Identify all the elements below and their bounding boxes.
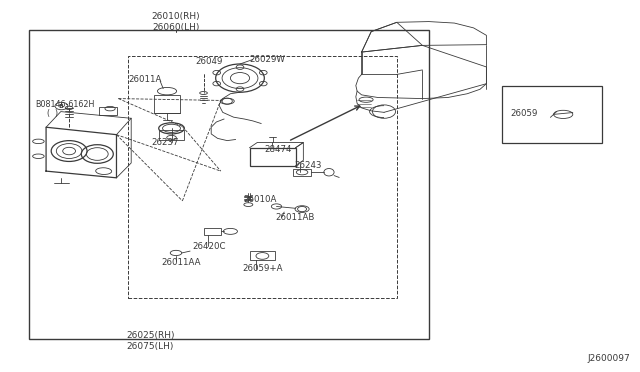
Text: 26029W: 26029W <box>250 55 285 64</box>
Text: 26011AB: 26011AB <box>275 213 315 222</box>
Text: 26059: 26059 <box>511 109 538 118</box>
Text: 26237: 26237 <box>151 138 179 147</box>
Text: 26011A: 26011A <box>128 76 161 84</box>
Text: 26243: 26243 <box>294 161 322 170</box>
Bar <box>502 86 602 143</box>
Text: 26011AA: 26011AA <box>161 258 201 267</box>
Bar <box>154 95 180 113</box>
Bar <box>159 130 184 140</box>
Text: B: B <box>58 103 63 109</box>
Text: J2600097: J2600097 <box>588 354 630 363</box>
Text: 26025(RH): 26025(RH) <box>126 331 175 340</box>
Text: 26420C: 26420C <box>192 242 225 251</box>
Text: 26010(RH): 26010(RH) <box>152 12 200 21</box>
Text: 26059+A: 26059+A <box>242 264 282 273</box>
Bar <box>250 148 296 166</box>
Bar <box>204 228 221 235</box>
Bar <box>293 169 311 176</box>
Text: 26049: 26049 <box>195 57 223 66</box>
Text: 26060(LH): 26060(LH) <box>152 23 200 32</box>
Bar <box>99 107 117 115</box>
Text: B08146-6162H: B08146-6162H <box>35 100 95 109</box>
Text: 26075(LH): 26075(LH) <box>127 342 174 351</box>
Text: 28474: 28474 <box>264 145 292 154</box>
Bar <box>128 56 397 298</box>
Bar <box>29 30 429 339</box>
Text: 26010A: 26010A <box>243 195 276 203</box>
Text: (  ): ( ) <box>47 109 58 118</box>
Bar <box>250 251 275 260</box>
